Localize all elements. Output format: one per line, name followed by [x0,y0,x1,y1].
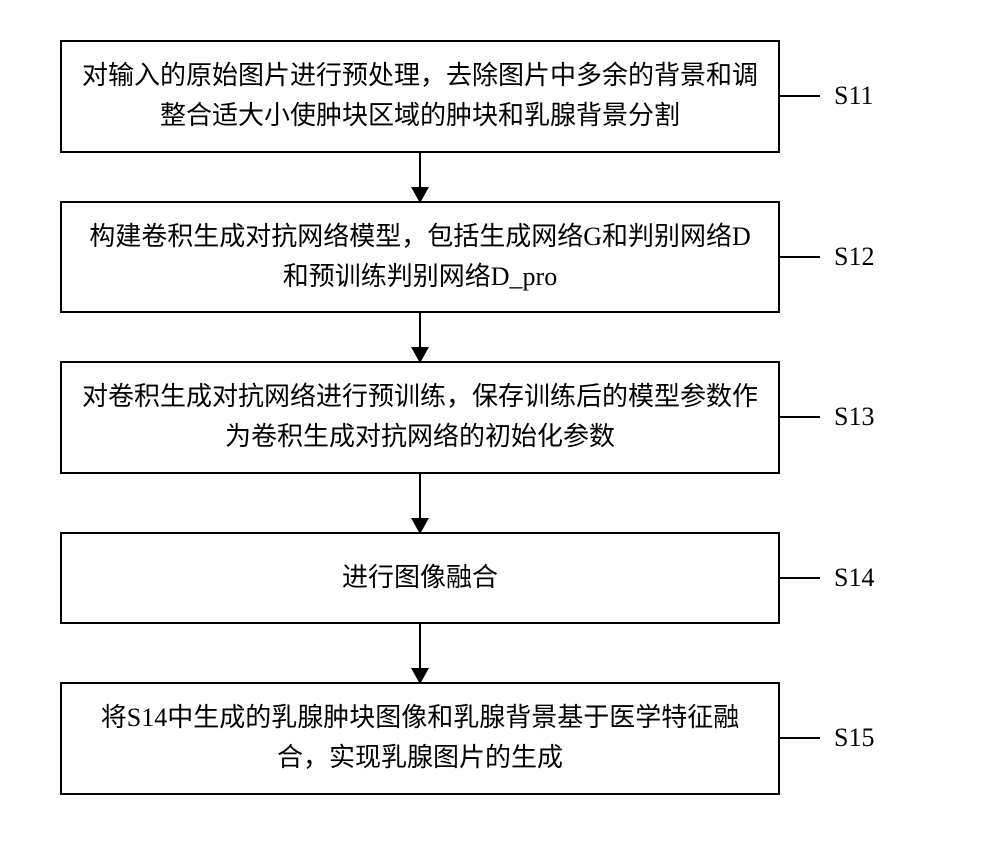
step-label: S13 [834,402,874,432]
step-text: 对输入的原始图片进行预处理，去除图片中多余的背景和调整合适大小使肿块区域的肿块和… [82,61,758,130]
step-label: S12 [834,242,874,272]
label-connector [780,737,820,739]
step-box-s15: 将S14中生成的乳腺肿块图像和乳腺背景基于医学特征融合，实现乳腺图片的生成 [60,682,780,795]
step-box-s11: 对输入的原始图片进行预处理，去除图片中多余的背景和调整合适大小使肿块区域的肿块和… [60,40,780,153]
arrow-wrap [60,313,780,361]
arrow-wrap [60,624,780,682]
arrow-icon [419,474,421,532]
step-row: 对输入的原始图片进行预处理，去除图片中多余的背景和调整合适大小使肿块区域的肿块和… [60,40,940,153]
arrow-icon [419,313,421,361]
step-text: 构建卷积生成对抗网络模型，包括生成网络G和判别网络D和预训练判别网络D_pro [89,222,751,291]
step-row: 对卷积生成对抗网络进行预训练，保存训练后的模型参数作为卷积生成对抗网络的初始化参… [60,361,940,474]
arrow-icon [419,624,421,682]
flowchart: 对输入的原始图片进行预处理，去除图片中多余的背景和调整合适大小使肿块区域的肿块和… [60,40,940,795]
label-connector [780,256,820,258]
label-connector [780,577,820,579]
arrow-wrap [60,153,780,201]
step-row: 构建卷积生成对抗网络模型，包括生成网络G和判别网络D和预训练判别网络D_pro … [60,201,940,314]
step-box-s14: 进行图像融合 [60,532,780,624]
step-label: S11 [834,81,874,111]
step-text: 进行图像融合 [342,563,498,592]
label-connector [780,95,820,97]
label-connector [780,416,820,418]
arrow-icon [419,153,421,201]
arrow-wrap [60,474,780,532]
step-row: 进行图像融合 S14 [60,532,940,624]
step-label: S15 [834,723,874,753]
step-text: 将S14中生成的乳腺肿块图像和乳腺背景基于医学特征融合，实现乳腺图片的生成 [101,703,739,772]
step-box-s12: 构建卷积生成对抗网络模型，包括生成网络G和判别网络D和预训练判别网络D_pro [60,201,780,314]
step-text: 对卷积生成对抗网络进行预训练，保存训练后的模型参数作为卷积生成对抗网络的初始化参… [82,382,758,451]
step-label: S14 [834,563,874,593]
step-box-s13: 对卷积生成对抗网络进行预训练，保存训练后的模型参数作为卷积生成对抗网络的初始化参… [60,361,780,474]
step-row: 将S14中生成的乳腺肿块图像和乳腺背景基于医学特征融合，实现乳腺图片的生成 S1… [60,682,940,795]
